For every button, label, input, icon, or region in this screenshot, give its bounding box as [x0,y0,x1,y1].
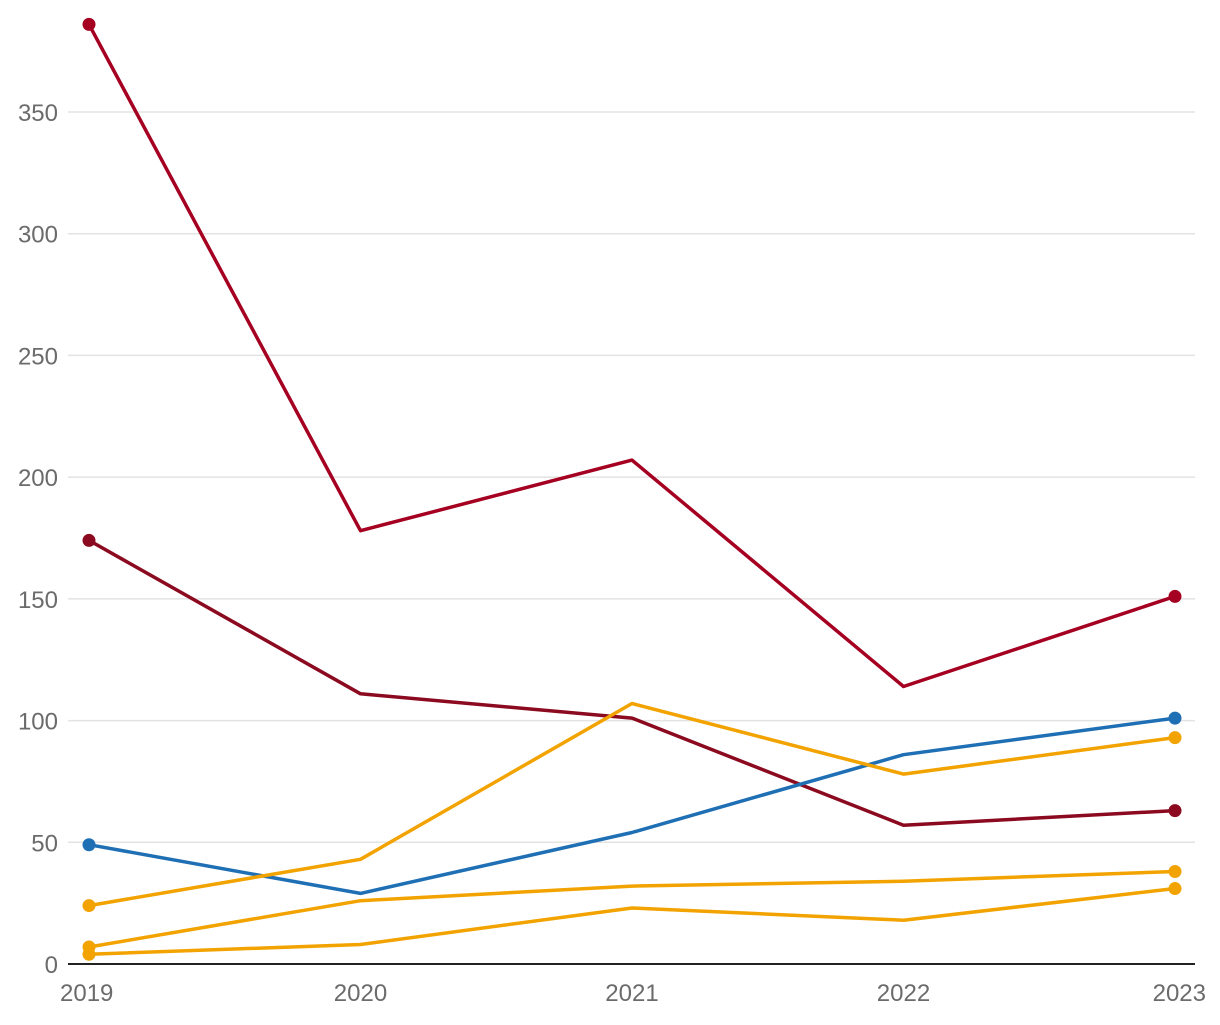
x-tick-label: 2023 [1153,980,1206,1007]
y-tick-label: 300 [18,222,58,249]
series-2-point [1168,804,1182,818]
series-line-2 [87,538,1177,827]
series-lines [87,22,1177,957]
series-line-6 [87,886,1177,957]
x-tick-label: 2019 [60,980,113,1007]
series-2-point [82,533,96,547]
series-line-4 [87,701,1177,908]
series-3-point [1168,711,1182,725]
series-line-5 [87,869,1177,949]
series-markers [82,17,1182,961]
y-tick-label: 200 [18,465,58,492]
series-3-point [82,838,96,852]
x-tick-label: 2021 [605,980,658,1007]
series-1-point [1168,589,1182,603]
x-axis-ticks: 2019 2020 2021 2022 2023 [60,980,1206,1007]
x-tick-label: 2020 [334,980,387,1007]
series-4-point [82,899,96,913]
series-4-point [1168,731,1182,745]
y-tick-label: 150 [18,587,58,614]
series-line-3 [87,716,1177,896]
y-tick-label: 100 [18,709,58,736]
y-tick-label: 250 [18,343,58,370]
series-1-point [82,17,96,31]
x-tick-label: 2022 [877,980,930,1007]
series-5-point [1168,864,1182,878]
y-axis-ticks: 0 50 100 150 200 250 300 350 [18,100,58,979]
y-tick-label: 50 [31,830,58,857]
y-tick-label: 0 [45,952,58,979]
gridlines [68,111,1195,844]
series-6-point [1168,882,1182,896]
series-line-1 [87,22,1177,689]
y-tick-label: 350 [18,100,58,127]
series-6-point [82,947,96,961]
